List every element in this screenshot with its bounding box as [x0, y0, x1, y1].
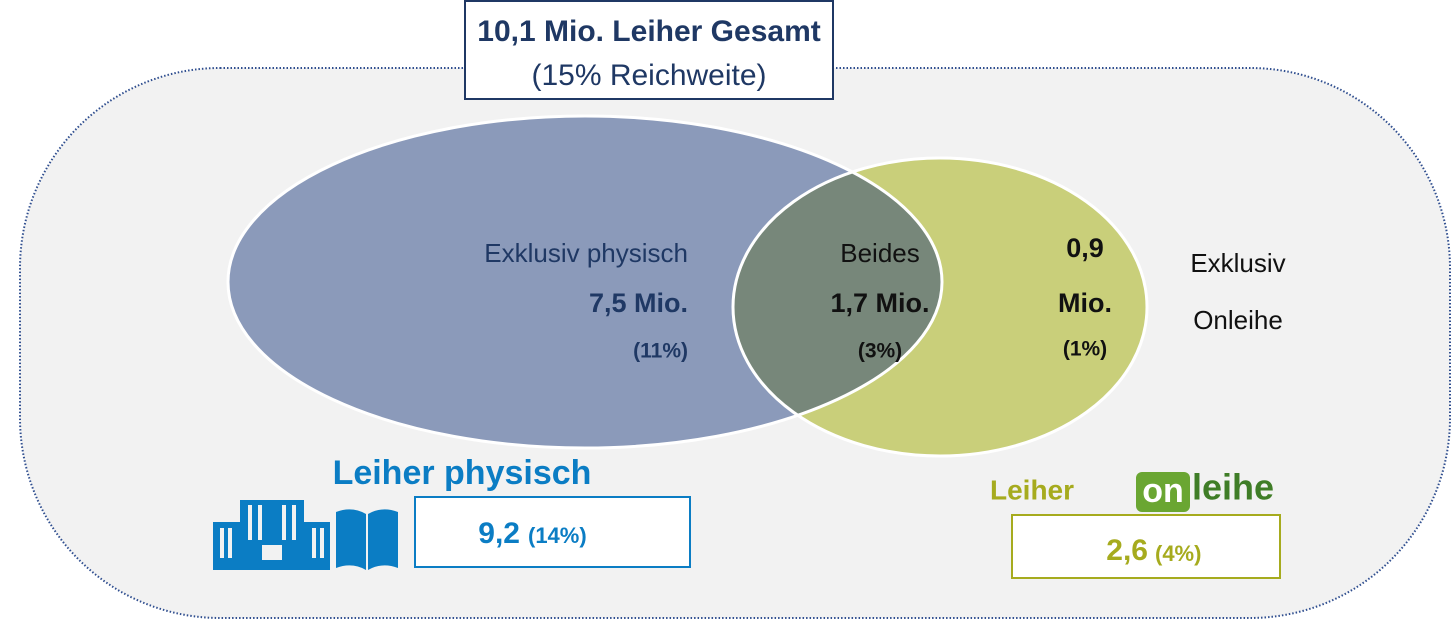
region-label: Exklusiv: [1190, 248, 1285, 278]
region-share: (3%): [858, 340, 902, 363]
online-box: [1011, 514, 1281, 579]
region-label: Onleihe: [1193, 305, 1283, 335]
online-share: (4%): [1155, 541, 1201, 566]
online-label: Leiher: [990, 474, 1074, 505]
region-share: (1%): [1063, 338, 1107, 361]
region-share: (11%): [633, 340, 688, 363]
region-value: 0,9: [1066, 233, 1104, 263]
book-icon: [336, 509, 398, 570]
physical-box: [414, 496, 691, 568]
logo-text: on: [1142, 472, 1184, 510]
subtitle: (15% Reichweite): [531, 59, 766, 92]
logo-text: leihe: [1192, 467, 1274, 508]
region-label: Beides: [840, 238, 920, 268]
library-icon: [213, 500, 330, 570]
physical-share: (14%): [528, 523, 587, 548]
online-outline: [731, 156, 1149, 458]
logo-badge: [1136, 472, 1190, 512]
region-value: 1,7 Mio.: [830, 288, 929, 318]
region-value: Mio.: [1058, 288, 1112, 318]
physical-label: Leiher physisch: [333, 454, 592, 492]
region-label: Exklusiv physisch: [484, 238, 688, 268]
title-box: [464, 0, 834, 100]
title: 10,1 Mio. Leiher Gesamt: [477, 15, 820, 48]
region-value: 7,5 Mio.: [589, 288, 688, 318]
physical-value: 9,2: [478, 517, 520, 550]
online-value: 2,6: [1106, 534, 1148, 567]
physical-outline: [226, 114, 944, 450]
